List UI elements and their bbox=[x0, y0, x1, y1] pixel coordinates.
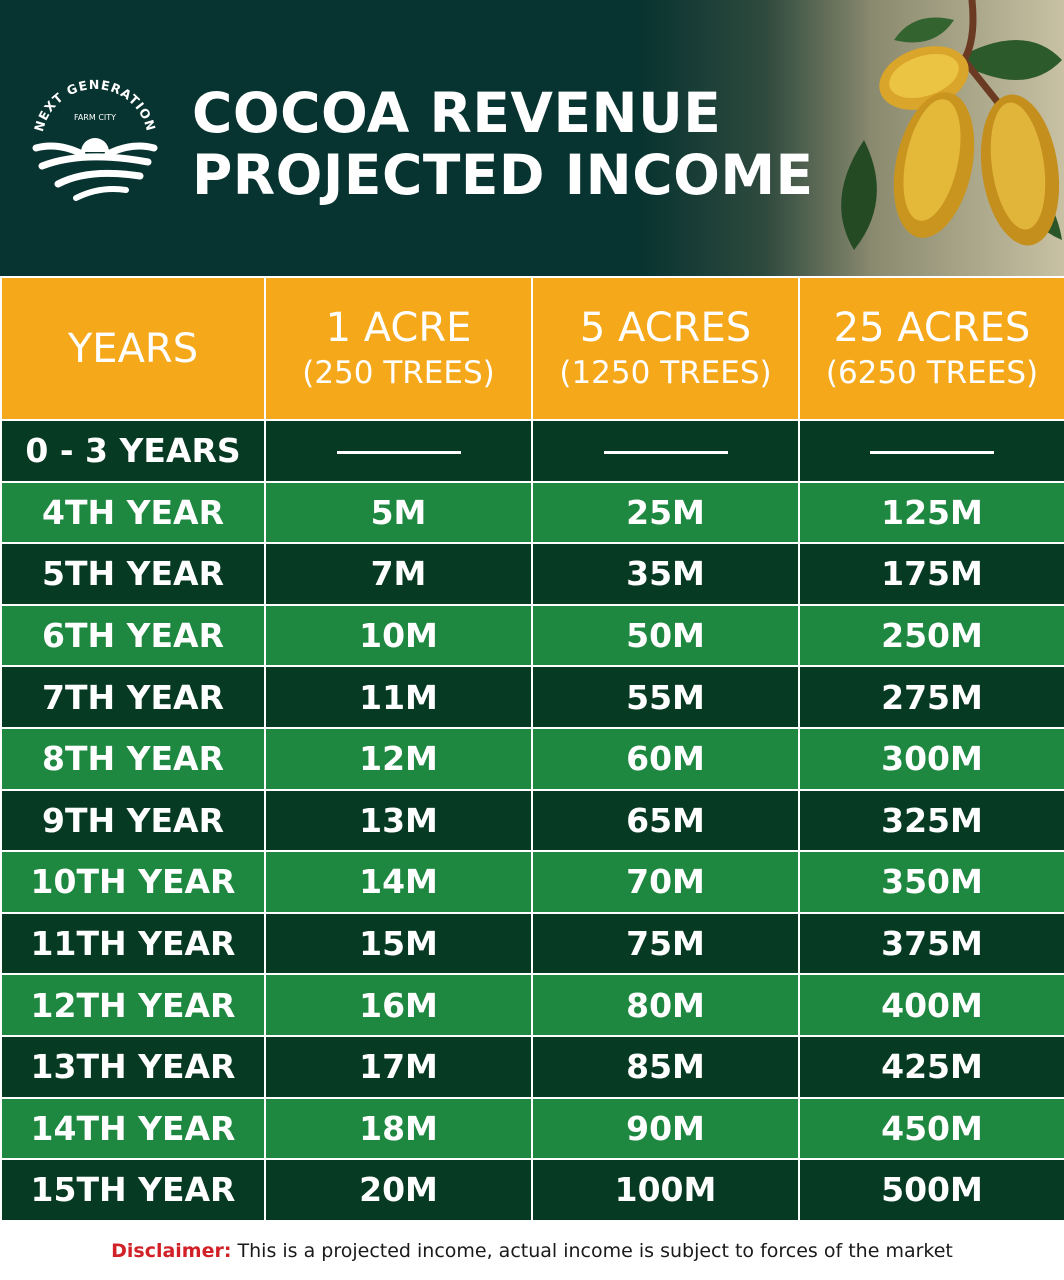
cell-5-acres bbox=[531, 419, 800, 483]
cell-year: 11TH YEAR bbox=[0, 911, 266, 976]
cell-1-acre: 10M bbox=[264, 603, 533, 668]
header-1-acre: 1 ACRE (250 TREES) bbox=[264, 276, 533, 421]
cell-year: 13TH YEAR bbox=[0, 1034, 266, 1099]
cell-year: 8TH YEAR bbox=[0, 726, 266, 791]
cocoa-pods-icon bbox=[841, 0, 1062, 250]
cell-year: 15TH YEAR bbox=[0, 1158, 266, 1222]
cell-5-acres: 25M bbox=[531, 480, 800, 545]
cell-5-acres: 75M bbox=[531, 911, 800, 976]
cell-25-acres: 450M bbox=[798, 1096, 1064, 1161]
disclaimer-label: Disclaimer: bbox=[111, 1240, 232, 1262]
cell-1-acre: 17M bbox=[264, 1034, 533, 1099]
cell-5-acres: 35M bbox=[531, 542, 800, 606]
cell-25-acres: 375M bbox=[798, 911, 1064, 976]
cell-year: 14TH YEAR bbox=[0, 1096, 266, 1161]
cell-1-acre: 14M bbox=[264, 850, 533, 914]
revenue-table: YEARS 1 ACRE (250 TREES) 5 ACRES (1250 T… bbox=[0, 276, 1064, 1222]
table-row: 4TH YEAR 5M 25M 125M bbox=[0, 480, 1064, 545]
table-row: 5TH YEAR 7M 35M 175M bbox=[0, 542, 1064, 606]
cell-1-acre: 7M bbox=[264, 542, 533, 606]
header-25-acres: 25 ACRES (6250 TREES) bbox=[798, 276, 1064, 421]
cell-year: 0 - 3 YEARS bbox=[0, 419, 266, 483]
table-header-row: YEARS 1 ACRE (250 TREES) 5 ACRES (1250 T… bbox=[0, 276, 1064, 421]
table-row: 14TH YEAR 18M 90M 450M bbox=[0, 1096, 1064, 1161]
cell-1-acre: 5M bbox=[264, 480, 533, 545]
cell-25-acres: 400M bbox=[798, 973, 1064, 1037]
cell-year: 9TH YEAR bbox=[0, 788, 266, 853]
cell-5-acres: 85M bbox=[531, 1034, 800, 1099]
cell-year: 10TH YEAR bbox=[0, 850, 266, 914]
sun-icon bbox=[81, 138, 109, 152]
cell-5-acres: 100M bbox=[531, 1158, 800, 1222]
cell-25-acres: 350M bbox=[798, 850, 1064, 914]
cell-25-acres: 275M bbox=[798, 665, 1064, 729]
title-line-2: PROJECTED INCOME bbox=[192, 143, 814, 207]
dash-line bbox=[603, 451, 728, 455]
cell-1-acre: 20M bbox=[264, 1158, 533, 1222]
title-block: COCOA REVENUE PROJECTED INCOME bbox=[192, 82, 814, 206]
disclaimer: Disclaimer: This is a projected income, … bbox=[0, 1236, 1064, 1266]
cell-1-acre: 13M bbox=[264, 788, 533, 853]
cell-25-acres: 250M bbox=[798, 603, 1064, 668]
table-row: 13TH YEAR 17M 85M 425M bbox=[0, 1034, 1064, 1099]
cell-year: 5TH YEAR bbox=[0, 542, 266, 606]
dash-line bbox=[870, 451, 994, 455]
cell-25-acres: 425M bbox=[798, 1034, 1064, 1099]
table-row: 15TH YEAR 20M 100M 500M bbox=[0, 1158, 1064, 1222]
cell-5-acres: 60M bbox=[531, 726, 800, 791]
cell-1-acre: 12M bbox=[264, 726, 533, 791]
logo-arc-text: NEXT GENERATION bbox=[31, 77, 159, 133]
cell-5-acres: 70M bbox=[531, 850, 800, 914]
cell-year: 6TH YEAR bbox=[0, 603, 266, 668]
title-line-1: COCOA REVENUE bbox=[192, 81, 722, 145]
cell-5-acres: 50M bbox=[531, 603, 800, 668]
pod-icon bbox=[879, 46, 1060, 246]
cell-5-acres: 65M bbox=[531, 788, 800, 853]
table-row: 12TH YEAR 16M 80M 400M bbox=[0, 973, 1064, 1037]
cell-25-acres bbox=[798, 419, 1064, 483]
table-row: 7TH YEAR 11M 55M 275M bbox=[0, 665, 1064, 729]
header-banner: NEXT GENERATION FARM CITY COCOA REVENUE … bbox=[0, 0, 1064, 276]
header-5-acres: 5 ACRES (1250 TREES) bbox=[531, 276, 800, 421]
cell-year: 12TH YEAR bbox=[0, 973, 266, 1037]
cell-5-acres: 55M bbox=[531, 665, 800, 729]
cell-25-acres: 125M bbox=[798, 480, 1064, 545]
table-row: 8TH YEAR 12M 60M 300M bbox=[0, 726, 1064, 791]
disclaimer-text: This is a projected income, actual incom… bbox=[237, 1240, 953, 1262]
cell-year: 4TH YEAR bbox=[0, 480, 266, 545]
cell-1-acre: 11M bbox=[264, 665, 533, 729]
cell-1-acre: 18M bbox=[264, 1096, 533, 1161]
table-row: 10TH YEAR 14M 70M 350M bbox=[0, 850, 1064, 914]
cell-year: 7TH YEAR bbox=[0, 665, 266, 729]
table-row: 6TH YEAR 10M 50M 250M bbox=[0, 603, 1064, 668]
cell-1-acre: 15M bbox=[264, 911, 533, 976]
cell-25-acres: 325M bbox=[798, 788, 1064, 853]
cell-5-acres: 80M bbox=[531, 973, 800, 1037]
fields-icon bbox=[32, 142, 158, 201]
table-row: 0 - 3 YEARS bbox=[0, 419, 1064, 483]
cell-1-acre: 16M bbox=[264, 973, 533, 1037]
dash-line bbox=[336, 451, 461, 455]
table-row: 9TH YEAR 13M 65M 325M bbox=[0, 788, 1064, 853]
cell-25-acres: 500M bbox=[798, 1158, 1064, 1222]
farm-city-logo: NEXT GENERATION FARM CITY bbox=[31, 77, 159, 201]
header-years: YEARS bbox=[0, 276, 266, 421]
table-row: 11TH YEAR 15M 75M 375M bbox=[0, 911, 1064, 976]
cell-1-acre bbox=[264, 419, 533, 483]
logo-sub-text: FARM CITY bbox=[74, 113, 116, 122]
cell-5-acres: 90M bbox=[531, 1096, 800, 1161]
cell-25-acres: 300M bbox=[798, 726, 1064, 791]
cell-25-acres: 175M bbox=[798, 542, 1064, 606]
